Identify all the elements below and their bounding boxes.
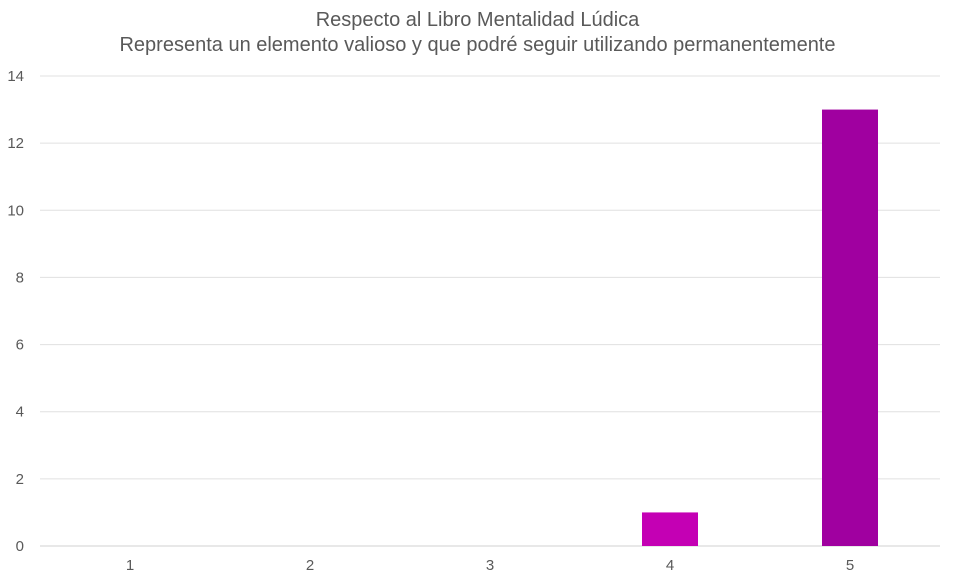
y-tick-label: 8: [16, 269, 24, 286]
y-tick-label: 6: [16, 337, 24, 354]
y-tick-label: 10: [7, 202, 24, 219]
y-tick-label: 0: [16, 538, 24, 555]
x-tick-label: 4: [666, 557, 674, 574]
bar-4: [642, 512, 698, 546]
chart-title: Respecto al Libro Mentalidad Lúdica: [315, 9, 640, 31]
y-tick-label: 2: [16, 471, 24, 488]
x-tick-label: 2: [306, 557, 314, 574]
y-tick-label: 14: [7, 68, 24, 85]
bar-5: [822, 109, 878, 547]
chart-subtitle: Representa un elemento valioso y que pod…: [119, 34, 836, 56]
x-tick-label: 5: [846, 557, 854, 574]
y-tick-label: 12: [7, 135, 24, 152]
x-tick-label: 3: [486, 557, 494, 574]
x-tick-label: 1: [126, 557, 134, 574]
y-tick-label: 4: [16, 404, 24, 421]
